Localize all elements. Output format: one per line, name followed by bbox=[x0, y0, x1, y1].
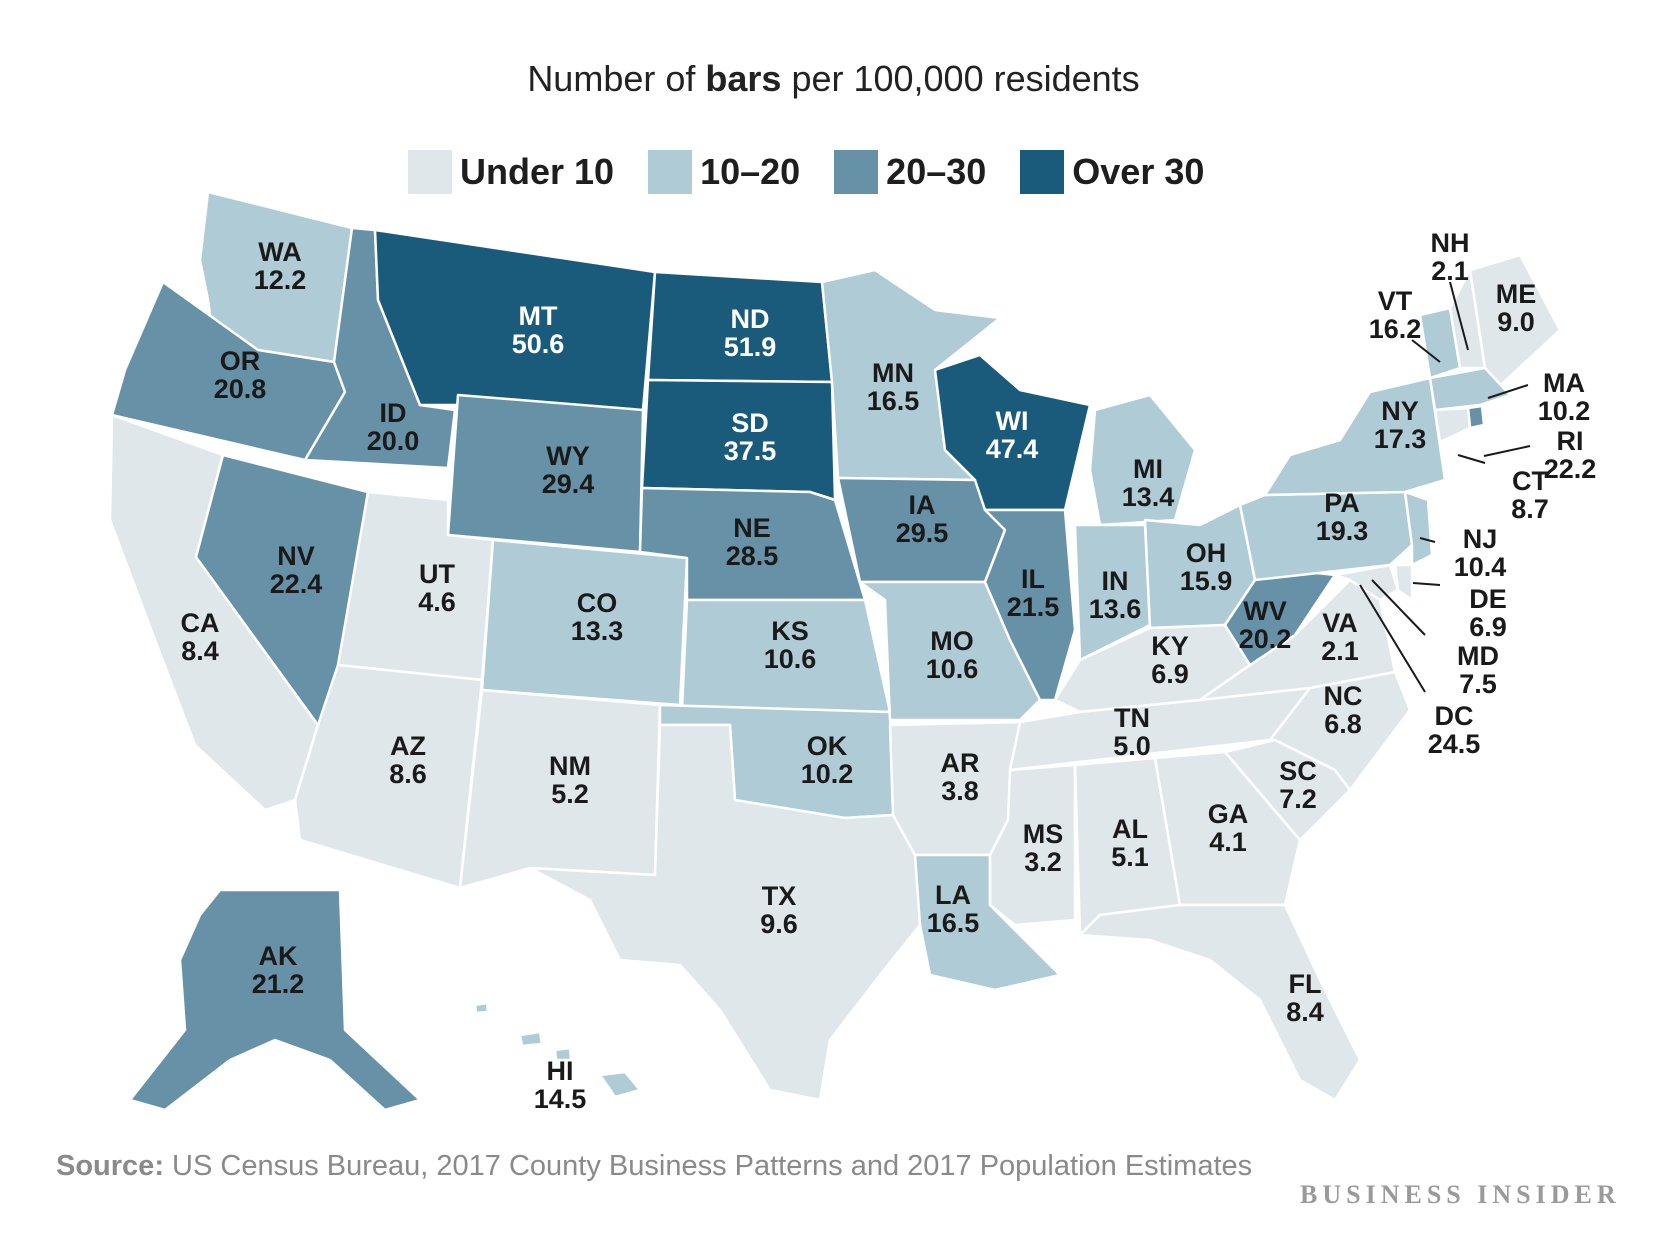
label-wy: WY 29.4 bbox=[542, 441, 595, 499]
brand-logo: BUSINESS INSIDER bbox=[1300, 1180, 1621, 1209]
label-sc: SC 7.2 bbox=[1279, 756, 1317, 814]
label-nd: ND 51.9 bbox=[724, 304, 777, 362]
label-fl: FL 8.4 bbox=[1286, 969, 1324, 1027]
legend-label: 20–30 bbox=[886, 151, 987, 192]
state-ga[interactable] bbox=[1153, 750, 1302, 907]
label-vt: VT 16.2 bbox=[1369, 286, 1422, 344]
label-ct: CT 8.7 bbox=[1511, 466, 1549, 524]
label-ma: MA 10.2 bbox=[1538, 368, 1591, 426]
label-ne: NE 28.5 bbox=[726, 513, 779, 571]
state-az[interactable] bbox=[293, 663, 484, 890]
legend-item-under-10: Under 10 bbox=[408, 150, 614, 194]
state-nj[interactable] bbox=[1403, 490, 1434, 567]
label-de: DE 6.9 bbox=[1469, 584, 1507, 642]
legend-item-over-30: Over 30 bbox=[1020, 150, 1204, 194]
label-or: OR 20.8 bbox=[214, 346, 267, 404]
chart-title: Number of bars per 100,000 residents bbox=[527, 58, 1140, 99]
legend-swatch bbox=[834, 150, 879, 194]
label-pa: PA 19.3 bbox=[1316, 488, 1369, 546]
label-mt: MT 50.6 bbox=[512, 301, 565, 359]
label-nc: NC 6.8 bbox=[1324, 681, 1363, 739]
label-oh: OH 15.9 bbox=[1180, 538, 1233, 596]
legend-label: 10–20 bbox=[700, 151, 801, 192]
label-ia: IA 29.5 bbox=[896, 490, 949, 548]
label-ar: AR 3.8 bbox=[941, 748, 980, 806]
label-dc: DC 24.5 bbox=[1428, 701, 1481, 759]
legend-swatch bbox=[648, 150, 693, 194]
label-mn: MN 16.5 bbox=[867, 358, 920, 416]
label-nm: NM 5.2 bbox=[549, 751, 591, 809]
label-ky: KY 6.9 bbox=[1151, 631, 1189, 689]
state-fl[interactable] bbox=[1078, 903, 1362, 1102]
label-ok: OK 10.2 bbox=[801, 731, 854, 789]
label-tx: TX 9.6 bbox=[760, 881, 798, 939]
label-il: IL 21.5 bbox=[1007, 564, 1060, 622]
state-ct[interactable] bbox=[1433, 406, 1472, 444]
legend-swatch bbox=[408, 150, 452, 194]
state-mt[interactable] bbox=[373, 228, 657, 412]
state-hi-islands[interactable] bbox=[473, 1001, 573, 1062]
label-mo: MO 10.6 bbox=[926, 626, 979, 684]
label-tn: TN 5.0 bbox=[1113, 703, 1151, 761]
label-co: CO 13.3 bbox=[571, 588, 624, 646]
label-al: AL 5.1 bbox=[1111, 814, 1149, 872]
state-de[interactable] bbox=[1393, 563, 1414, 602]
state-mi[interactable] bbox=[1088, 393, 1197, 527]
label-id: ID 20.0 bbox=[367, 398, 420, 456]
label-wa: WA 12.2 bbox=[254, 237, 307, 295]
callout-lines bbox=[1359, 281, 1531, 693]
label-in: IN 13.6 bbox=[1089, 566, 1142, 624]
label-nj: NJ 10.4 bbox=[1454, 524, 1507, 582]
label-wi: WI 47.4 bbox=[986, 406, 1039, 464]
legend-item-20-30: 20–30 bbox=[834, 150, 986, 194]
label-mi: MI 13.4 bbox=[1122, 454, 1175, 512]
label-ri: RI 22.2 bbox=[1544, 426, 1597, 484]
legend-label: Over 30 bbox=[1072, 151, 1205, 192]
state-labels: WA 12.2 OR 20.8 CA 8.4 NV 22.4 ID 20.0 MT 50.6… bbox=[181, 228, 1597, 1114]
state-hi[interactable] bbox=[598, 1070, 642, 1099]
label-az: AZ 8.6 bbox=[389, 731, 427, 789]
source-note: Source: US Census Bureau, 2017 County Bu… bbox=[56, 1150, 1253, 1182]
legend: Under 10 10–20 20–30 Over 30 bbox=[408, 150, 1238, 194]
state-ny[interactable] bbox=[1263, 376, 1447, 497]
label-la: LA 16.5 bbox=[927, 880, 980, 938]
label-md: MD 7.5 bbox=[1457, 641, 1499, 699]
label-ga: GA 4.1 bbox=[1208, 799, 1249, 857]
label-nh: NH 2.1 bbox=[1431, 228, 1470, 286]
label-me: ME 9.0 bbox=[1496, 279, 1537, 337]
label-wv: WV 20.2 bbox=[1239, 596, 1292, 654]
label-sd: SD 37.5 bbox=[724, 408, 777, 466]
label-ms: MS 3.2 bbox=[1023, 819, 1064, 877]
label-hi: HI 14.5 bbox=[534, 1056, 587, 1114]
label-ut: UT 4.6 bbox=[418, 559, 456, 617]
legend-label: Under 10 bbox=[460, 151, 615, 192]
legend-item-10-20: 10–20 bbox=[648, 150, 800, 194]
label-ak: AK 21.2 bbox=[252, 941, 305, 999]
label-ks: KS 10.6 bbox=[764, 616, 817, 674]
label-ny: NY 17.3 bbox=[1374, 396, 1427, 454]
label-ca: CA 8.4 bbox=[181, 608, 220, 666]
label-nv: NV 22.4 bbox=[270, 541, 323, 599]
state-tx[interactable] bbox=[528, 723, 922, 1102]
state-ak[interactable] bbox=[128, 888, 422, 1112]
state-ma[interactable] bbox=[1428, 366, 1512, 412]
label-va: VA 2.1 bbox=[1321, 608, 1359, 666]
state-il[interactable] bbox=[983, 508, 1077, 702]
legend-swatch bbox=[1020, 150, 1065, 194]
state-me[interactable] bbox=[1468, 253, 1562, 397]
